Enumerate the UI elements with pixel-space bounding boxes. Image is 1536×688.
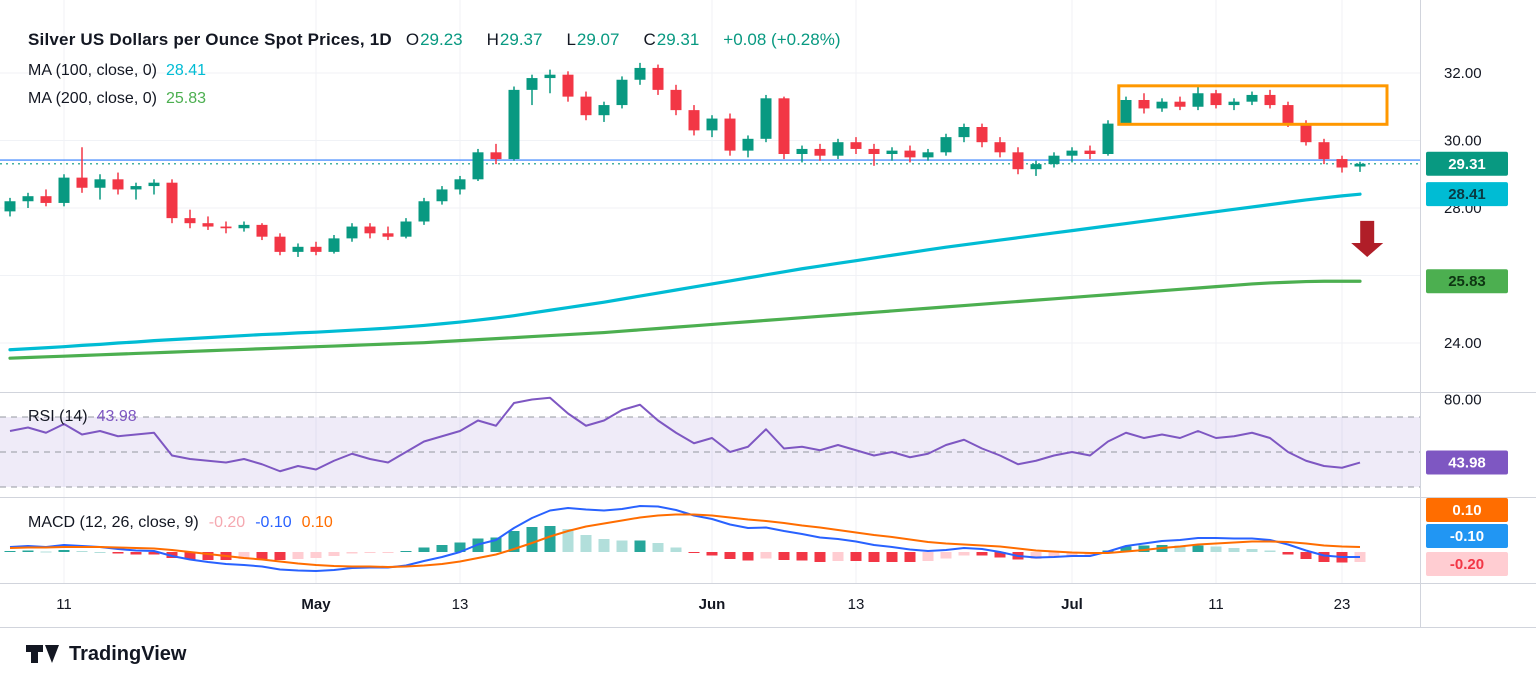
axis-badge-value: 25.83 <box>1448 273 1486 290</box>
price-axis-label: 80.00 <box>1444 392 1482 409</box>
highlight-box <box>1117 84 1389 126</box>
main-legend: Silver US Dollars per Ounce Spot Prices,… <box>28 30 841 50</box>
axis-badge <box>1426 498 1508 522</box>
ohlc-low-label: L <box>566 30 576 49</box>
axis-badge <box>1426 524 1508 548</box>
rsi-label: RSI (14) <box>28 408 88 425</box>
ohlc-high: H29.37 <box>487 30 543 50</box>
macd-hist-value: -0.20 <box>208 514 246 531</box>
price-axis-label: 32.00 <box>1444 65 1482 82</box>
ma100-legend: MA (100, close, 0) 28.41 <box>28 62 206 80</box>
ma200-line <box>8 279 1362 360</box>
pane-separators <box>0 0 1536 628</box>
ohlc-close-label: C <box>643 30 656 49</box>
ohlc-close-value: 29.31 <box>656 30 700 49</box>
price-lines <box>0 159 1420 165</box>
candlesticks <box>4 62 1366 257</box>
ma100-line <box>8 192 1362 352</box>
annotations <box>1117 84 1389 257</box>
date-label: May <box>301 596 331 613</box>
tradingview-logo-icon[interactable] <box>26 640 60 668</box>
date-label: 11 <box>56 596 72 613</box>
axis-badge <box>1426 269 1508 294</box>
axis-badge <box>1426 151 1508 176</box>
date-label: 23 <box>1334 596 1351 613</box>
ma200-legend: MA (200, close, 0) 25.83 <box>28 90 206 108</box>
axis-badge-value: 0.10 <box>1452 502 1481 519</box>
ohlc-open-value: 29.23 <box>420 30 463 49</box>
axis-badge-value: 28.41 <box>1448 186 1486 203</box>
date-label: 13 <box>848 596 865 613</box>
macd-signal-line <box>9 513 1361 568</box>
axis-badge-value: 29.31 <box>1448 156 1486 173</box>
date-label: 11 <box>1208 596 1224 613</box>
macd-label: MACD (12, 26, close, 9) <box>28 514 199 531</box>
rsi-line <box>9 396 1361 473</box>
ohlc-low-value: 29.07 <box>576 30 620 49</box>
footer-brand-bar: TradingView <box>26 640 186 668</box>
tradingview-brand[interactable]: TradingView <box>69 642 187 665</box>
axis-badge-value: 43.98 <box>1448 455 1486 472</box>
ma200-label: MA (200, close, 0) <box>28 90 157 107</box>
time-axis[interactable]: 11 May 13 Jun 13 Jul 11 23 <box>56 596 1350 613</box>
axis-badge <box>1426 182 1508 207</box>
price-axis-label: 24.00 <box>1444 335 1482 352</box>
symbol-title: Silver US Dollars per Ounce Spot Prices,… <box>28 30 392 49</box>
ohlc-close: C29.31 <box>643 30 699 50</box>
price-axis-label: 30.00 <box>1444 133 1482 150</box>
rsi-legend: RSI (14) 43.98 <box>28 408 137 426</box>
axis-badge <box>1426 552 1508 576</box>
macd-signal-value: 0.10 <box>301 514 333 531</box>
down-arrow-annotation <box>1351 220 1384 257</box>
date-label: 13 <box>452 596 469 613</box>
date-label: Jul <box>1061 596 1083 613</box>
grid-lines <box>0 0 1420 583</box>
rsi-pane[interactable] <box>0 396 1420 488</box>
macd-pane[interactable] <box>4 505 1366 572</box>
axis-badge-value: -0.20 <box>1450 556 1484 573</box>
ohlc-high-value: 29.37 <box>499 30 543 49</box>
ohlc-low: L29.07 <box>566 30 619 50</box>
axis-badge-value: -0.10 <box>1450 528 1484 545</box>
ohlc-open-label: O <box>405 30 420 49</box>
ohlc-high-label: H <box>486 30 499 49</box>
ma100-value: 28.41 <box>165 62 206 79</box>
rsi-value: 43.98 <box>96 408 137 425</box>
macd-line <box>9 505 1360 572</box>
price-axis[interactable]: 32.0030.0028.0024.0080.0029.3128.4125.83… <box>1426 65 1508 576</box>
axis-badge <box>1426 450 1508 475</box>
ohlc-change-value: +0.08 (+0.28%) <box>723 30 841 49</box>
ma100-label: MA (100, close, 0) <box>28 62 157 79</box>
ohlc-open: O29.23 <box>406 30 463 50</box>
macd-legend: MACD (12, 26, close, 9) -0.20 -0.10 0.10 <box>28 514 343 532</box>
ma200-value: 25.83 <box>165 90 206 107</box>
macd-line-value: -0.10 <box>255 514 292 531</box>
date-label: Jun <box>699 596 726 613</box>
chart-canvas[interactable]: 11 May 13 Jun 13 Jul 11 2332.0030.0028.0024.008… <box>0 0 1536 628</box>
